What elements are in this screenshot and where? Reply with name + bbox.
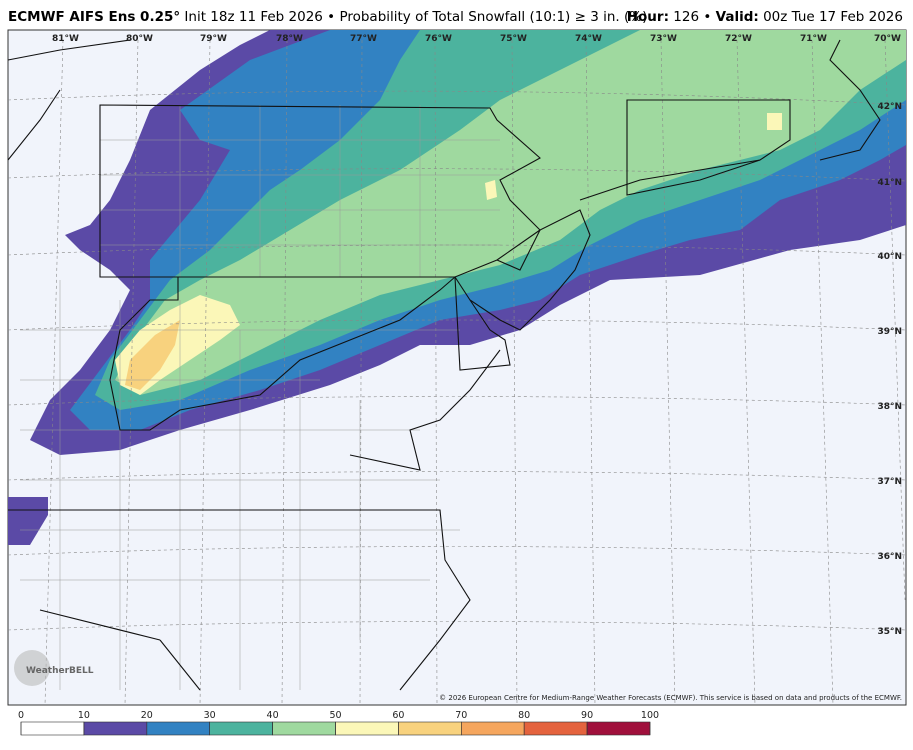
colorbar-tick-label: 10 xyxy=(78,710,90,721)
colorbar-tick-label: 80 xyxy=(518,710,530,721)
lon-label: 70°W xyxy=(874,34,901,44)
lon-label: 76°W xyxy=(425,34,452,44)
field-50 xyxy=(485,180,497,200)
colorbar-segment xyxy=(209,721,273,736)
colorbar-segment xyxy=(398,721,462,736)
lon-label: 74°W xyxy=(575,34,602,44)
lat-label: 35°N xyxy=(877,627,902,637)
latitude-labels: 42°N 41°N 40°N 39°N 38°N 37°N 36°N 35°N xyxy=(877,102,902,637)
lat-label: 41°N xyxy=(877,178,902,188)
header: ECMWF AIFS Ens 0.25° Init 18z 11 Feb 202… xyxy=(0,0,913,30)
colorbar-tick-label: 20 xyxy=(141,710,153,721)
hour-label: Hour: xyxy=(626,9,669,25)
copyright: © 2026 European Centre for Medium-Range … xyxy=(439,694,902,702)
valid: 00z Tue 17 Feb 2026 xyxy=(763,9,903,25)
colorbar-tick-label: 90 xyxy=(581,710,593,721)
colorbar-tick-label: 40 xyxy=(267,710,279,721)
colorbar-segment xyxy=(523,721,588,736)
colorbar-tick-label: 0 xyxy=(18,710,24,721)
logo-text: WeatherBELL xyxy=(26,666,94,676)
colorbar-segment xyxy=(586,721,651,736)
colorbar: 0 10 20 30 40 50 60 70 80 90 100 xyxy=(18,710,659,736)
lat-label: 42°N xyxy=(877,102,902,112)
lat-label: 40°N xyxy=(877,252,902,262)
separator: • xyxy=(703,9,712,25)
header-right: Hour: 126 • Valid: 00z Tue 17 Feb 2026 xyxy=(627,9,903,25)
colorbar-tick-label: 100 xyxy=(641,710,659,721)
logo-mark xyxy=(14,650,50,686)
lon-label: 75°W xyxy=(500,34,527,44)
model: ECMWF AIFS Ens 0.25° xyxy=(8,9,181,25)
field-50 xyxy=(767,113,782,130)
colorbar-segment xyxy=(335,721,399,736)
valid-label: Valid: xyxy=(715,9,759,25)
colorbar-segment xyxy=(146,721,211,736)
field-10 xyxy=(8,497,48,545)
borders xyxy=(7,39,881,691)
colorbar-tick-label: 70 xyxy=(455,710,467,721)
lon-label: 79°W xyxy=(200,34,227,44)
lon-label: 77°W xyxy=(350,34,377,44)
lon-label: 72°W xyxy=(725,34,752,44)
colorbar-segment xyxy=(20,721,85,736)
lat-label: 38°N xyxy=(877,402,902,412)
lon-label: 73°W xyxy=(650,34,677,44)
longitude-labels: 81°W 80°W 79°W 78°W 77°W 76°W 75°W 74°W … xyxy=(52,34,901,44)
colorbar-tick-label: 60 xyxy=(392,710,404,721)
field-60 xyxy=(125,320,180,390)
lon-label: 78°W xyxy=(276,34,303,44)
colorbar-segment xyxy=(460,721,525,736)
separator: • xyxy=(327,9,336,25)
colorbar-segment xyxy=(272,721,336,736)
lat-label: 36°N xyxy=(877,552,902,562)
hour: 126 xyxy=(673,9,700,25)
colorbar-segment xyxy=(83,721,148,736)
lat-label: 39°N xyxy=(877,327,902,337)
graticule xyxy=(7,39,907,706)
lon-label: 80°W xyxy=(126,34,153,44)
colorbar-tick-label: 50 xyxy=(329,710,341,721)
init: Init 18z 11 Feb 2026 xyxy=(184,9,323,25)
lon-label: 71°W xyxy=(800,34,827,44)
colorbar-tick-label: 30 xyxy=(204,710,216,721)
lat-label: 37°N xyxy=(877,477,902,487)
logo: WeatherBELL xyxy=(14,650,94,686)
lon-label: 81°W xyxy=(52,34,79,44)
header-left: ECMWF AIFS Ens 0.25° Init 18z 11 Feb 202… xyxy=(8,9,647,25)
product: Probability of Total Snowfall (10:1) ≥ 3… xyxy=(339,9,648,25)
field-40 xyxy=(115,30,906,395)
